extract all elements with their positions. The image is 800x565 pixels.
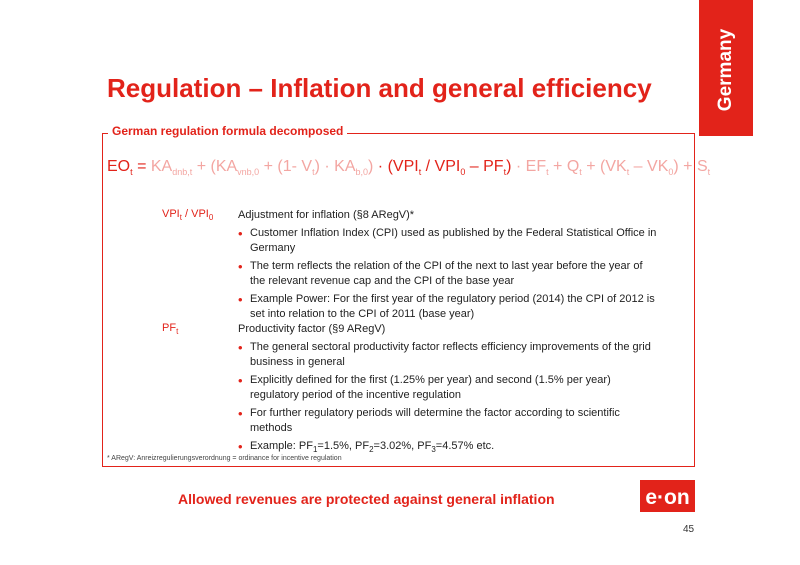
eon-logo: e·on <box>640 480 695 512</box>
list-item: Explicitly defined for the first (1.25% … <box>238 373 658 403</box>
list-item: Example Power: For the first year of the… <box>238 292 658 322</box>
regulation-formula: EOt = KAdnb,t + (KAvnb,0 + (1- Vt) · KAb… <box>107 158 710 177</box>
country-tab-label: Germany <box>715 28 736 112</box>
vpi-bullet-list: Customer Inflation Index (CPI) used as p… <box>238 226 658 322</box>
pf-heading: Productivity factor (§9 ARegV) <box>238 323 386 335</box>
pf-bullet-list: The general sectoral productivity factor… <box>238 340 658 457</box>
vpi-heading: Adjustment for inflation (§8 ARegV)* <box>238 209 415 221</box>
list-item: The general sectoral productivity factor… <box>238 340 658 370</box>
formula-box <box>102 133 695 467</box>
footnote: * ARegV: Anreizregulierungsverordnung = … <box>107 455 342 462</box>
page-title: Regulation – Inflation and general effic… <box>107 73 652 103</box>
country-tab: Germany <box>699 0 753 136</box>
conclusion-text: Allowed revenues are protected against g… <box>178 491 555 507</box>
pf-row-label: PFt <box>162 322 179 337</box>
logo-text: e·on <box>645 486 689 509</box>
vpi-row-content: Adjustment for inflation (§8 ARegV)* Cus… <box>238 208 658 325</box>
list-item: For further regulatory periods will dete… <box>238 406 658 436</box>
section-label: German regulation formula decomposed <box>108 124 348 138</box>
formula-inflation-term: · (VPIt / VPI0 – PFt) <box>373 158 512 178</box>
list-item: The term reflects the relation of the CP… <box>238 259 658 289</box>
page-number: 45 <box>683 524 695 535</box>
formula-faded-part-2: · EFt + Qt + (VKt – VK0) + St <box>511 158 711 178</box>
vpi-row-label: VPIt / VPI0 <box>162 208 214 223</box>
pf-row-content: Productivity factor (§9 ARegV) The gener… <box>238 322 658 460</box>
formula-faded-part-1: KAdnb,t + (KAvnb,0 + (1- Vt) · KAb,0) <box>150 158 374 178</box>
formula-lhs: EOt = <box>107 158 151 178</box>
list-item-example: Example: PF1=1.5%, PF2=3.02%, PF3=4.57% … <box>238 439 658 457</box>
list-item: Customer Inflation Index (CPI) used as p… <box>238 226 658 256</box>
